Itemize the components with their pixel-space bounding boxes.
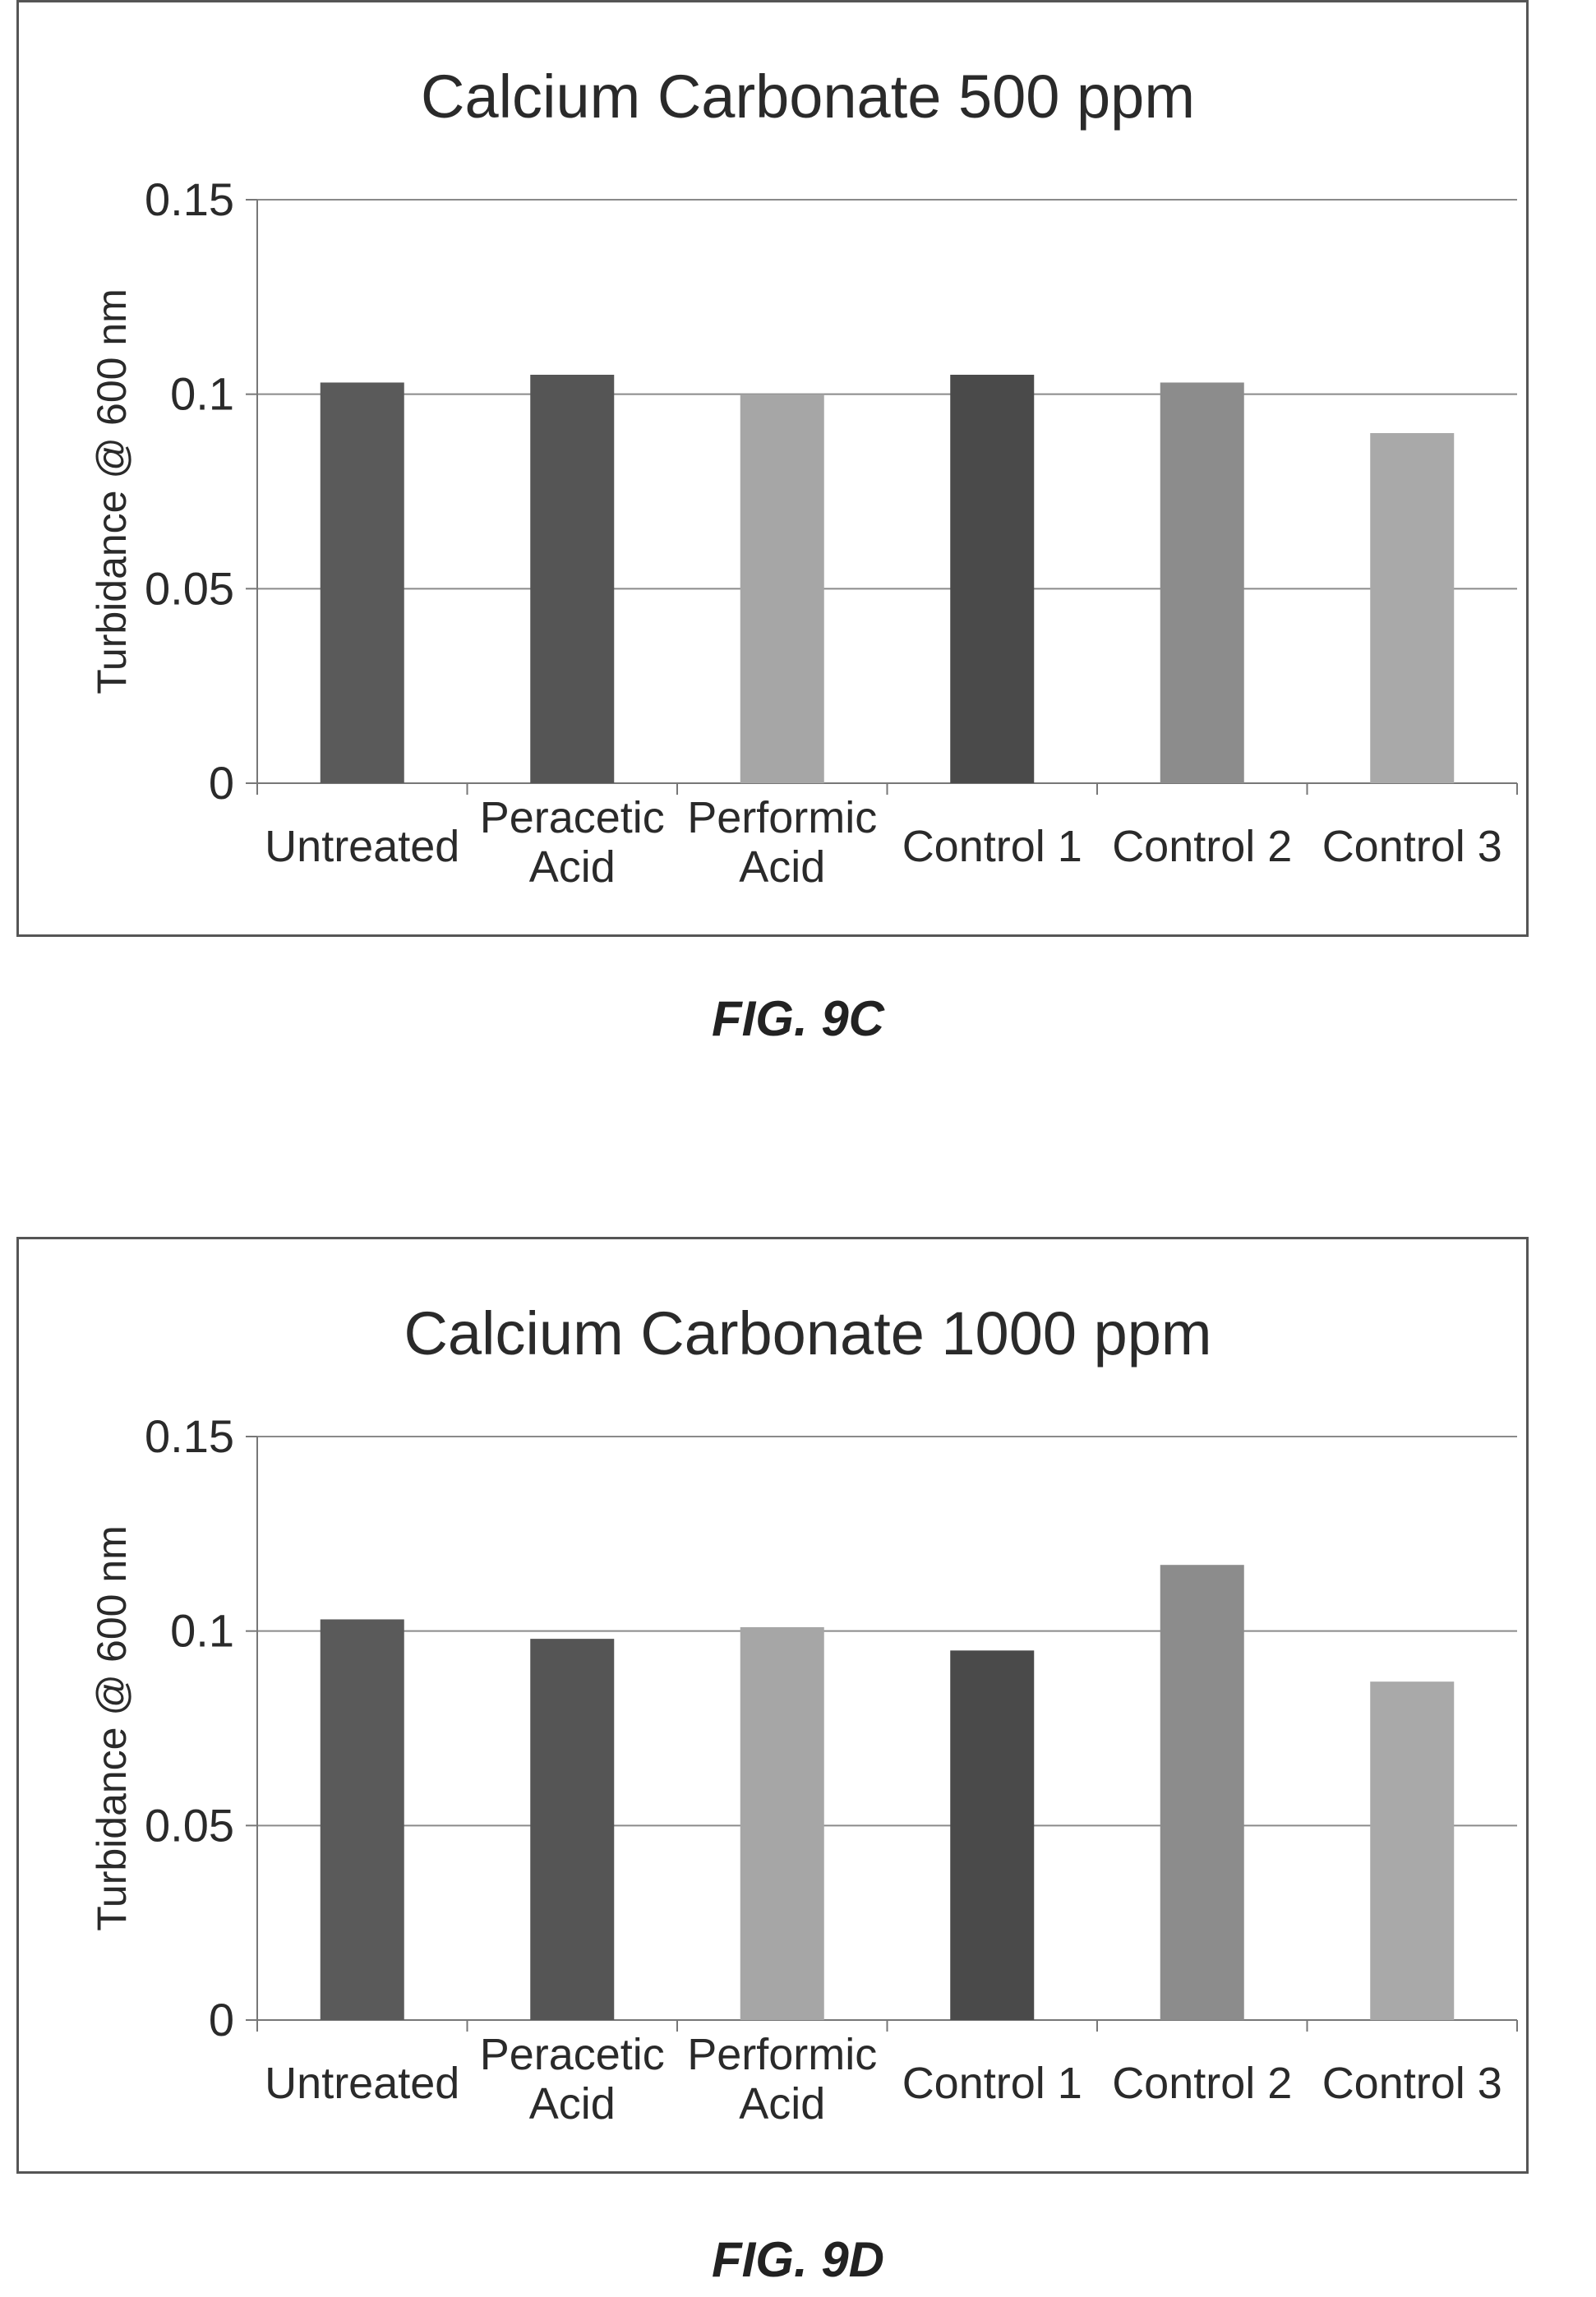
chart-panel-9c: Calcium Carbonate 500 ppm Turbidance @ 60… (16, 0, 1529, 937)
chart-title: Calcium Carbonate 1000 ppm (404, 1299, 1211, 1368)
figure-label-9d: FIG. 9D (711, 2232, 885, 2287)
chart-panel-9d: Calcium Carbonate 1000 ppm Turbidance @ 6… (16, 1237, 1529, 2174)
bar (320, 382, 404, 783)
y-tick-label: 0.1 (170, 368, 234, 420)
y-tick-label: 0.05 (145, 562, 234, 614)
x-category-label: Control 3 (1322, 822, 1502, 871)
bar (530, 1639, 615, 2020)
x-category-label: Control 3 (1322, 2059, 1502, 2108)
chart-title: Calcium Carbonate 500 ppm (421, 62, 1195, 131)
bar-chart-9d: Calcium Carbonate 1000 ppm Turbidance @ 6… (89, 1299, 1518, 2129)
x-category-label: Control 2 (1112, 2059, 1292, 2108)
bar (1370, 1681, 1455, 2020)
figure-label-9c: FIG. 9C (711, 991, 885, 1046)
bar (1160, 382, 1244, 783)
x-category-label: Untreated (265, 2059, 459, 2108)
bar (530, 375, 615, 783)
y-tick-label: 0.05 (145, 1799, 234, 1851)
x-category-label: Acid (739, 842, 825, 892)
x-category-label: Control 2 (1112, 822, 1292, 871)
x-category-label: Performic (687, 793, 877, 842)
y-tick-label: 0 (209, 1994, 234, 2046)
x-category-label: Acid (739, 2079, 825, 2129)
bar (740, 394, 824, 783)
bar (950, 1650, 1035, 2020)
x-category-label: Performic (687, 2030, 877, 2079)
y-axis-label: Turbidance @ 600 nm (89, 1525, 135, 1931)
x-category-label: Control 1 (902, 822, 1082, 871)
y-tick-label: 0.15 (145, 173, 234, 225)
bar (320, 1619, 404, 2020)
y-axis-label: Turbidance @ 600 nm (89, 288, 135, 694)
y-tick-label: 0.15 (145, 1410, 234, 1462)
bar (1160, 1565, 1244, 2020)
x-category-label: Untreated (265, 822, 459, 871)
bar (950, 375, 1035, 783)
x-category-label: Acid (529, 842, 616, 892)
x-category-label: Control 1 (902, 2059, 1082, 2108)
bar (1370, 433, 1455, 783)
x-category-label: Peracetic (480, 2030, 665, 2079)
bar-chart-9c: Calcium Carbonate 500 ppm Turbidance @ 60… (89, 62, 1518, 892)
x-category-label: Peracetic (480, 793, 665, 842)
bar (740, 1626, 824, 2020)
x-category-label: Acid (529, 2079, 616, 2129)
y-tick-label: 0 (209, 757, 234, 809)
y-tick-label: 0.1 (170, 1605, 234, 1657)
